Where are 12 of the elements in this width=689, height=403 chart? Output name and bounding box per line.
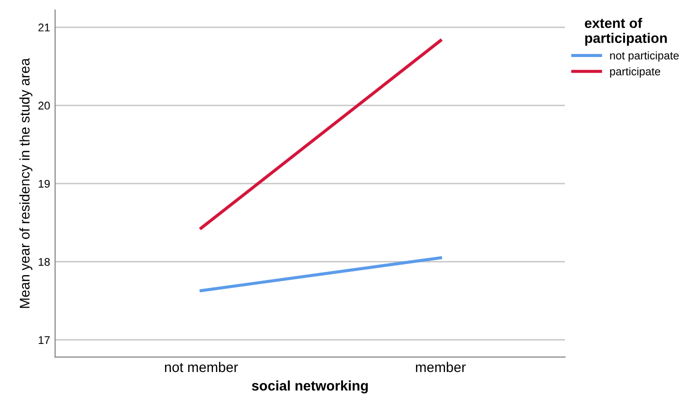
legend-title: extent of participation <box>584 18 667 46</box>
y-axis-title: Mean year of residency in the study area <box>19 58 32 308</box>
y-tick-label: 19 <box>38 180 50 188</box>
y-tick-label: 20 <box>38 102 50 110</box>
y-tick-label: 18 <box>38 258 50 266</box>
x-tick-label: not member <box>165 362 238 372</box>
legend-label: participate <box>610 67 660 78</box>
x-axis-title: social networking <box>252 380 368 394</box>
legend-label: not participate <box>610 51 679 62</box>
y-tick-label: 21 <box>38 24 50 32</box>
y-tick-label: 17 <box>38 336 50 344</box>
x-tick-label: member <box>416 362 466 372</box>
